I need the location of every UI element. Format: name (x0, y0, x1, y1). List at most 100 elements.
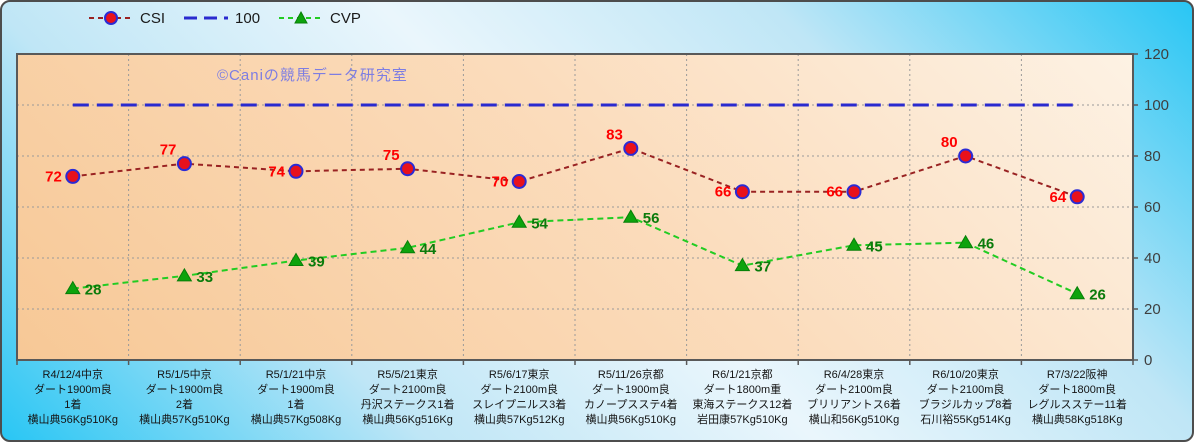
x-axis-label: R5/1/5中京 ダート1900m良 2着 横山典57Kg510Kg (129, 368, 241, 428)
cvp-point-label: 45 (866, 238, 883, 255)
x-axis-label-line: スレイプニルス3着 (472, 399, 567, 411)
x-axis-label: R5/6/17東京 ダート2100m良 スレイプニルス3着 横山典57Kg512Kg (463, 368, 575, 428)
csi-marker (65, 168, 81, 184)
csi-point-label: 66 (826, 184, 843, 201)
x-axis-label-line: R5/11/26京都 (597, 369, 664, 381)
x-axis-label: R4/12/4中京 ダート1900m良 1着横山典56Kg510Kg (17, 368, 129, 428)
csi-line (72, 147, 1078, 198)
cvp-point-label: 28 (85, 282, 102, 299)
cvp-legend-marker-icon (279, 10, 324, 24)
cvp-marker (399, 239, 416, 254)
cvp-marker (511, 214, 528, 228)
x-axis-label-line: R6/4/28東京 (823, 369, 885, 381)
y-axis-tick-label: 120 (1144, 46, 1170, 63)
cvp-marker (64, 280, 81, 295)
x-axis-label-line: ダート1800m良 (1038, 384, 1116, 396)
x-axis-label-line: 横山和56Kg510Kg (808, 414, 900, 426)
csi-point-label: 83 (606, 126, 623, 143)
cvp-point-label: 39 (308, 254, 325, 271)
cvp-marker (957, 234, 974, 249)
y-axis-tick-label: 0 (1144, 352, 1153, 369)
x-axis-label-line: ダート2100m良 (926, 384, 1005, 396)
x-axis-label-line: 横山典57Kg512Kg (473, 414, 565, 426)
y-axis-tick-label: 80 (1144, 148, 1161, 165)
csi-marker (176, 156, 192, 172)
cvp-point-label: 37 (754, 259, 771, 276)
cvp-point-label: 33 (196, 269, 213, 286)
csi-point-label: 70 (492, 174, 509, 191)
100-legend-marker-icon (184, 16, 229, 20)
y-axis-tick-label: 20 (1144, 301, 1161, 318)
x-axis-label-line: R5/5/21東京 (377, 369, 438, 381)
cvp-point-label: 54 (531, 215, 548, 232)
cvp-point-label: 26 (1089, 287, 1106, 304)
csi-point-label: 72 (45, 168, 62, 185)
legend-item-100: 100 (183, 9, 260, 27)
x-axis-label: R6/1/21京都 ダート1800m重 東海ステークス12着 岩田康57Kg510Kg (687, 368, 799, 428)
cvp-marker (622, 209, 639, 223)
csi-point-label: 64 (1050, 189, 1067, 206)
csi-marker (958, 148, 974, 164)
x-axis-label-line: 横山典56Kg516Kg (362, 414, 453, 426)
x-axis-label-line: 横山典57Kg508Kg (250, 414, 342, 426)
legend-item-csi: CSI (88, 9, 165, 27)
x-axis-label-line: ダート2100m良 (815, 384, 893, 396)
csi-point-label: 74 (268, 163, 285, 180)
y-axis-tick-label: 60 (1144, 199, 1161, 216)
x-axis-label-line: ブラジルカップ8着 (918, 399, 1013, 411)
legend-label: CSI (140, 9, 166, 27)
x-axis-label-line: ダート1900m良 (145, 384, 224, 396)
x-axis-label: R7/3/22阪神 ダート1800m良 レグルスステー11着 横山典58Kg518Kg (1021, 368, 1133, 428)
csi-marker (1069, 189, 1085, 205)
x-axis-label-line: 横山典58Kg518Kg (1031, 414, 1123, 426)
cvp-point-label: 46 (978, 236, 995, 253)
cvp-marker (846, 237, 862, 251)
x-axis-label-line: 横山典57Kg510Kg (139, 414, 230, 426)
x-axis-label-line: ダート2100m良 (480, 384, 558, 396)
x-axis-label-line: ダート1800m重 (703, 384, 782, 396)
cvp-point-label: 44 (420, 241, 437, 258)
x-axis-label-line: 石川裕55Kg514Kg (920, 414, 1011, 426)
x-axis-label-line: R5/1/21中京 (265, 369, 327, 381)
x-axis-label-line: R5/1/5中京 (157, 369, 212, 381)
csi-point-label: 80 (941, 134, 958, 151)
cvp-marker (1069, 285, 1086, 300)
cvp-marker (734, 257, 751, 272)
x-axis-label-line: R6/1/21京都 (712, 369, 773, 381)
x-axis-label-line: 丹沢ステークス1着 (360, 399, 455, 411)
cvp-marker (288, 252, 304, 267)
x-axis-label: R6/4/28東京 ダート2100m良 ブリリアントス6着 横山和56Kg510Kg (798, 368, 910, 428)
x-axis-label-line: R6/10/20東京 (932, 369, 999, 381)
x-axis-label-line: ダート1900m良 (33, 384, 112, 396)
x-axis-label-line: 1着 (64, 399, 82, 411)
x-axis-label-line: ブリリアントス6着 (807, 399, 901, 411)
x-axis-label: R5/5/21東京 ダート2100m良 丹沢ステークス1着 横山典56Kg516Kg (352, 368, 464, 428)
x-axis-label-line: レグルスステー11着 (1027, 399, 1127, 411)
y-axis-tick-label: 100 (1144, 97, 1170, 114)
x-axis-label-line: ダート1900m良 (257, 384, 335, 396)
csi-marker (511, 174, 527, 189)
legend-item-cvp: CVP (278, 9, 361, 27)
csi-legend-marker-icon (89, 11, 133, 25)
y-axis-tick-label: 40 (1144, 250, 1161, 267)
legend: CSI 100 CVP (88, 9, 361, 27)
x-axis-label-line: 東海ステークス12着 (692, 399, 793, 411)
x-axis: R4/12/4中京 ダート1900m良 1着 横山典56Kg510Kg R5/1/5中京… (17, 368, 1133, 428)
csi-marker (623, 140, 639, 156)
x-axis-label-line: R5/6/17東京 (488, 369, 550, 381)
x-axis-label-line: 1着 (287, 399, 305, 411)
x-axis-label-line: R7/3/22阪神 (1046, 369, 1108, 381)
x-axis-label: R5/1/21中京 ダート1900m良 1着横山典57Kg508Kg (240, 368, 352, 428)
csi-point-label: 77 (160, 142, 177, 159)
x-axis-label-line: ダート2100m良 (368, 384, 447, 396)
x-axis-label-line: ダート1900m良 (591, 384, 670, 396)
x-axis-label-line: 横山典56Kg510Kg (585, 414, 677, 426)
x-axis-label-line: カノープスステ4着 (584, 399, 678, 411)
csi-point-label: 75 (383, 147, 400, 164)
x-axis-label: R5/11/26京都 ダート1900m良 カノープスステ4着 横山典56Kg510Kg (575, 368, 687, 428)
x-axis-label-line: 横山典56Kg510Kg (27, 414, 119, 426)
watermark: ©Caniの競馬データ研究室 (217, 67, 408, 84)
x-axis-label-line: R4/12/4中京 (42, 369, 104, 381)
